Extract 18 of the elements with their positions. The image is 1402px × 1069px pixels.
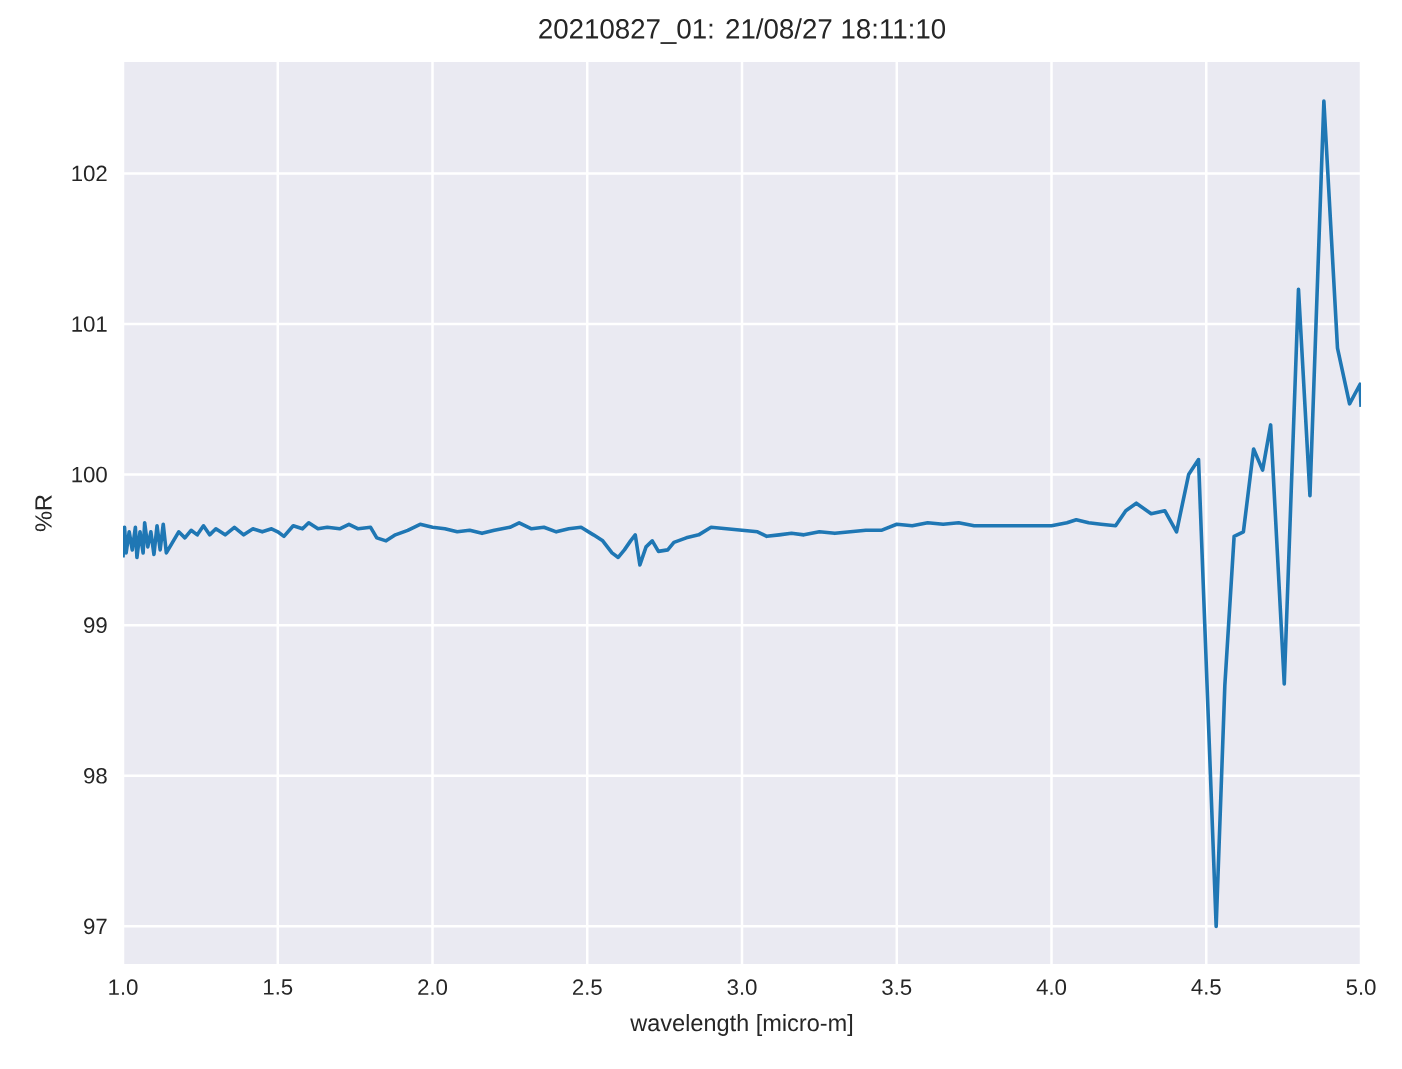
x-tick-label: 2.0 [418,979,448,995]
chart-title: 20210827_01: 21/08/27 18:11:10 [539,18,946,44]
x-tick-label: 1.5 [264,979,293,995]
x-tick-label: 4.5 [1191,979,1221,995]
y-axis-title: %R [35,495,52,532]
y-tick-label: 102 [72,165,107,182]
y-tick-label: 100 [72,466,107,483]
y-tick-label: 101 [72,316,107,332]
x-tick-label: 5.0 [1346,979,1376,995]
x-tick-label: 1.0 [109,979,138,995]
x-tick-label: 4.0 [1036,979,1067,995]
x-tick-label: 2.5 [573,979,602,995]
y-tick-label: 99 [84,617,107,634]
x-tick-label: 3.5 [882,979,912,995]
y-tick-label: 98 [84,767,107,784]
x-tick-label: 3.0 [727,979,757,995]
x-axis-title: wavelength [micro-m] [630,1013,853,1036]
y-tick-label: 97 [84,918,107,935]
